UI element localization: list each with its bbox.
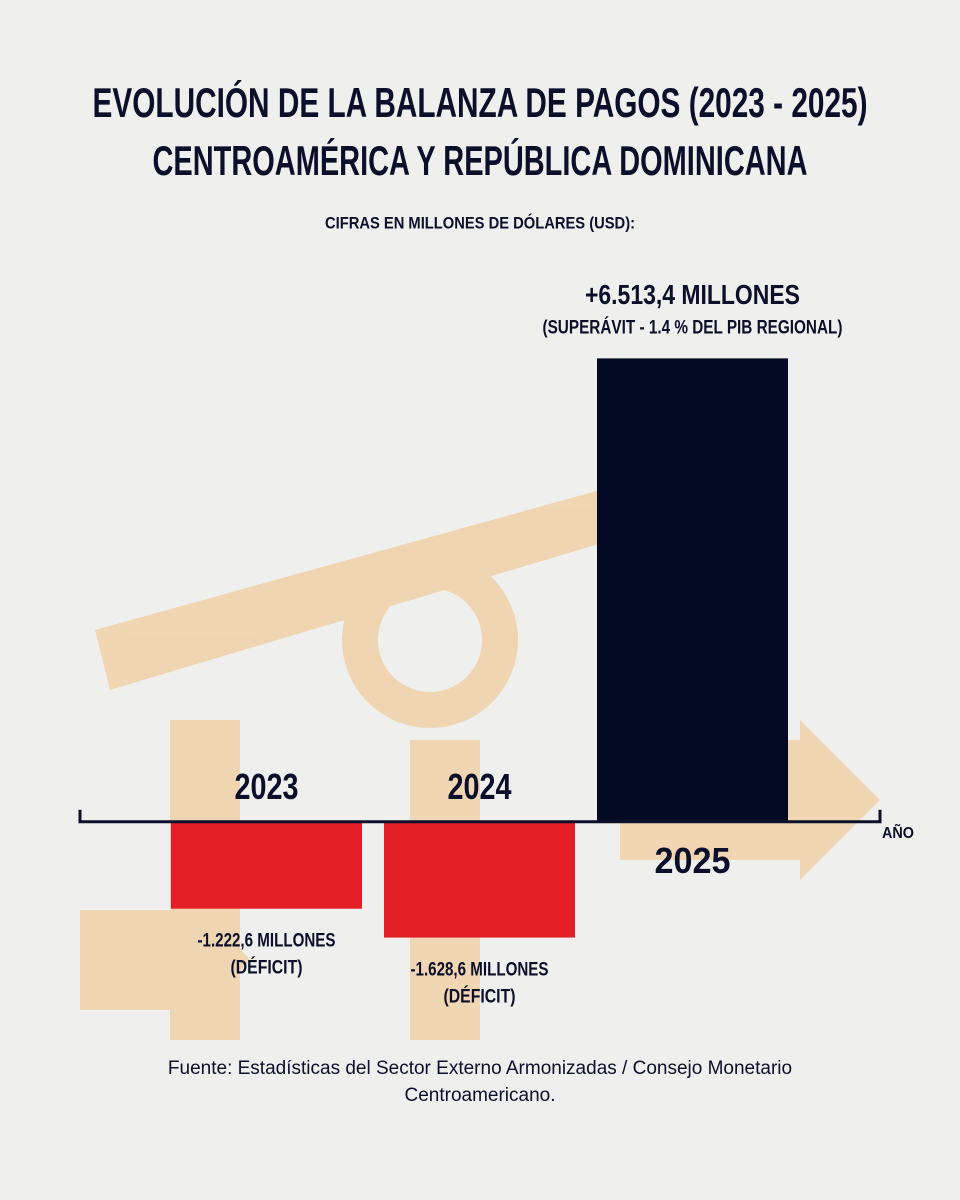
source: Fuente: Estadísticas del Sector Externo … xyxy=(168,1058,792,1106)
annotation: (SUPERÁVIT - 1.4 % DEL PIB REGIONAL) xyxy=(543,316,843,338)
x-tick-label: 2025 xyxy=(655,840,731,881)
annotation: (DÉFICIT) xyxy=(231,957,303,979)
annotation: (DÉFICIT) xyxy=(444,986,516,1008)
value-label: +6.513,4 MILLONES xyxy=(585,279,800,310)
chart-title: EVOLUCIÓN DE LA BALANZA DE PAGOS (2023 -… xyxy=(93,78,868,126)
value-label: -1.628,6 MILLONES xyxy=(411,960,549,981)
x-tick-label: 2023 xyxy=(235,766,299,807)
value-label: -1.222,6 MILLONES xyxy=(198,931,336,952)
chart-title: CENTROAMÉRICA Y REPÚBLICA DOMINICANA xyxy=(153,136,808,184)
bar xyxy=(384,821,575,938)
bar xyxy=(597,358,788,822)
x-tick-label: 2024 xyxy=(448,766,512,807)
chart-subtitle: CIFRAS EN MILLONES DE DÓLARES (USD): xyxy=(325,213,635,232)
x-axis-label: AÑO xyxy=(882,822,914,842)
bar xyxy=(171,821,362,909)
x-axis xyxy=(78,809,882,824)
